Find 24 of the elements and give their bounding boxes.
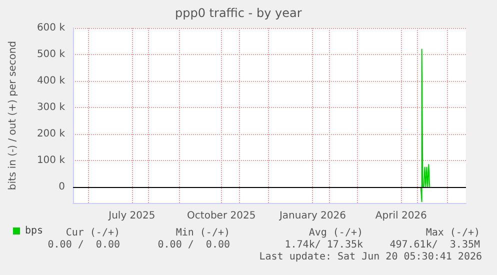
text: Max (-/+)	[426, 228, 480, 238]
chart-title: ppp0 traffic - by year	[175, 6, 302, 20]
y-tick-label: 500 k	[36, 49, 66, 60]
x-tick-label: October 2025	[187, 210, 256, 222]
text: 1.74k/ 17.35k	[284, 240, 364, 250]
y-tick-label: 200 k	[36, 128, 66, 140]
y-tick-label: 300 k	[36, 102, 66, 114]
text: Min (-/+)	[176, 228, 230, 238]
y-tick-label: 400 k	[36, 76, 66, 87]
x-tick-label: July 2025	[108, 210, 156, 222]
x-tick-label: April 2026	[375, 210, 427, 222]
y-tick-label: 600 k	[36, 22, 66, 34]
x-tick-label: January 2026	[278, 210, 346, 222]
text: Last update: Sat Jun 20 05:30:41 2026	[259, 252, 482, 262]
text: 0.00 / 0.00	[158, 240, 230, 250]
y-tick-label: 100 k	[36, 155, 66, 166]
text: Cur (-/+)	[66, 228, 120, 238]
text: 0.00 / 0.00	[48, 240, 120, 250]
text: 497.61k/ 3.35M	[390, 240, 480, 250]
y-axis-title: bits in (-) / out (+) per second	[8, 40, 18, 190]
y-tick-label: 0	[58, 182, 65, 193]
legend-label: bps	[25, 226, 44, 236]
text: Avg (-/+)	[308, 228, 364, 238]
line-series	[420, 48, 430, 202]
